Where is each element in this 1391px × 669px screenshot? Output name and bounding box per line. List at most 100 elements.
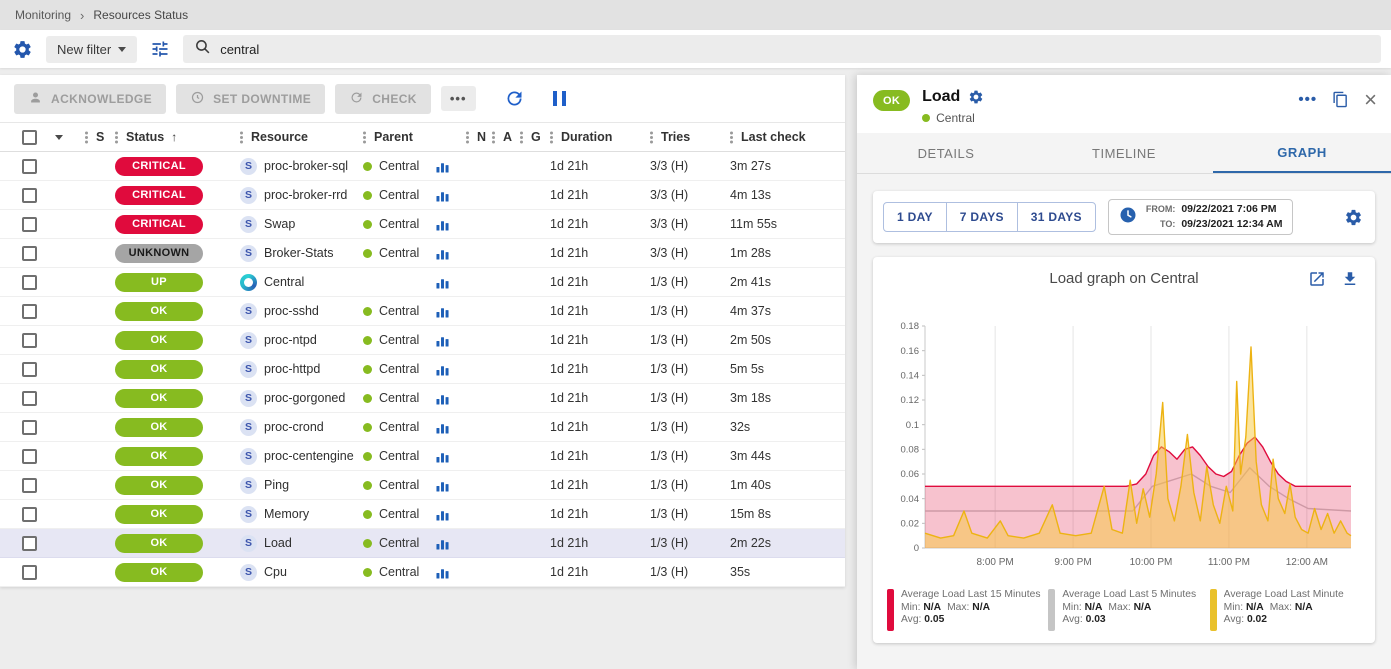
row-checkbox[interactable] — [22, 390, 37, 406]
pause-button[interactable] — [552, 91, 566, 106]
graph-icon[interactable] — [436, 218, 449, 231]
breadcrumb-resources-status[interactable]: Resources Status — [93, 8, 189, 22]
refresh-button[interactable] — [504, 88, 525, 109]
parent-name[interactable]: Central — [379, 246, 420, 260]
breadcrumb-monitoring[interactable]: Monitoring — [15, 8, 72, 22]
parent-name[interactable]: Central — [379, 478, 420, 492]
resource-name[interactable]: proc-httpd — [264, 362, 321, 376]
parent-name[interactable]: Central — [379, 565, 420, 579]
resource-name[interactable]: proc-ntpd — [264, 333, 317, 347]
parent-name[interactable]: Central — [379, 159, 420, 173]
acknowledge-button[interactable]: ACKNOWLEDGE — [14, 83, 167, 114]
column-menu-icon[interactable] — [730, 135, 733, 139]
row-checkbox[interactable] — [22, 158, 37, 174]
graph-icon[interactable] — [436, 276, 449, 289]
header-tries[interactable]: Tries — [661, 130, 691, 144]
parent-name[interactable]: Central — [379, 507, 420, 521]
settings-gear-icon[interactable] — [12, 39, 33, 60]
legend-item[interactable]: Average Load Last 5 Minutes Min: N/A Max: … — [1048, 589, 1199, 631]
set-downtime-button[interactable]: SET DOWNTIME — [176, 83, 326, 114]
parent-name[interactable]: Central — [379, 217, 420, 231]
header-notes[interactable]: N — [477, 130, 487, 144]
graph-icon[interactable] — [436, 160, 449, 173]
parent-name[interactable]: Central — [379, 391, 420, 405]
graph-icon[interactable] — [436, 334, 449, 347]
resource-name[interactable]: proc-sshd — [264, 304, 319, 318]
table-row[interactable]: OK S Cpu Central 1d 21h 1/3 (H) 35s — [0, 558, 845, 587]
resource-name[interactable]: Ping — [264, 478, 290, 492]
header-action[interactable]: A — [503, 130, 513, 144]
header-graph[interactable]: G — [531, 130, 541, 144]
column-menu-icon[interactable] — [363, 135, 366, 139]
check-button[interactable]: CHECK — [335, 83, 431, 114]
header-severity[interactable]: S — [96, 130, 105, 144]
resource-name[interactable]: proc-crond — [264, 420, 324, 434]
search-box[interactable] — [183, 35, 1381, 63]
column-menu-icon[interactable] — [240, 135, 243, 139]
time-range-7-days[interactable]: 7 DAYS — [945, 202, 1018, 232]
time-range-1-day[interactable]: 1 DAY — [883, 202, 947, 232]
graph-icon[interactable] — [436, 247, 449, 260]
close-icon[interactable]: × — [1364, 86, 1377, 112]
filter-tune-icon[interactable] — [150, 39, 170, 59]
resource-name[interactable]: Central — [264, 275, 305, 289]
parent-name[interactable]: Central — [379, 362, 420, 376]
graph-icon[interactable] — [436, 189, 449, 202]
new-filter-dropdown[interactable]: New filter — [46, 35, 138, 63]
row-checkbox[interactable] — [22, 361, 37, 377]
graph-icon[interactable] — [436, 305, 449, 318]
row-checkbox[interactable] — [22, 303, 37, 319]
load-chart[interactable]: 8:00 PM 9:00 PM 10:00 PM 11:00 PM 12:00 AM 0 0… — [887, 316, 1361, 574]
row-checkbox[interactable] — [22, 274, 37, 290]
resource-name[interactable]: Cpu — [264, 565, 287, 579]
tab-timeline[interactable]: TIMELINE — [1035, 133, 1213, 173]
parent-name[interactable]: Central — [379, 449, 420, 463]
table-row[interactable]: OK S Load Central 1d 21h 1/3 (H) 2m 22s — [0, 529, 845, 558]
resource-name[interactable]: proc-centengine — [264, 449, 354, 463]
header-last-check[interactable]: Last check — [741, 130, 806, 144]
table-row[interactable]: UNKNOWN S Broker-Stats Central 1d 21h 3/3 (H)… — [0, 239, 845, 268]
column-menu-icon[interactable] — [115, 135, 118, 139]
tab-graph[interactable]: GRAPH — [1213, 133, 1391, 173]
row-checkbox[interactable] — [22, 419, 37, 435]
row-checkbox[interactable] — [22, 216, 37, 232]
time-range-31-days[interactable]: 31 DAYS — [1016, 202, 1096, 232]
column-menu-icon[interactable] — [492, 135, 495, 139]
sort-asc-icon[interactable]: ↑ — [171, 130, 178, 144]
table-row[interactable]: OK S Memory Central 1d 21h 1/3 (H) 15m 8s — [0, 500, 845, 529]
row-checkbox[interactable] — [22, 535, 37, 551]
parent-name[interactable]: Central — [379, 188, 420, 202]
search-input[interactable] — [220, 41, 1370, 57]
graph-settings-gear-icon[interactable] — [1344, 208, 1363, 227]
parent-name[interactable]: Central — [379, 333, 420, 347]
header-status[interactable]: Status — [126, 130, 165, 144]
gear-icon[interactable] — [968, 89, 984, 105]
column-menu-icon[interactable] — [520, 135, 523, 139]
graph-icon[interactable] — [436, 363, 449, 376]
resource-name[interactable]: Broker-Stats — [264, 246, 334, 260]
row-checkbox[interactable] — [22, 506, 37, 522]
graph-icon[interactable] — [436, 537, 449, 550]
select-menu-caret-icon[interactable] — [55, 134, 63, 140]
parent-name[interactable]: Central — [379, 536, 420, 550]
column-menu-icon[interactable] — [466, 135, 469, 139]
tab-details[interactable]: DETAILS — [857, 133, 1035, 173]
open-in-new-icon[interactable] — [1308, 270, 1326, 288]
resource-name[interactable]: Memory — [264, 507, 310, 521]
graph-icon[interactable] — [436, 450, 449, 463]
row-checkbox[interactable] — [22, 245, 37, 261]
resource-name[interactable]: Swap — [264, 217, 296, 231]
more-actions-button[interactable]: ••• — [440, 86, 476, 111]
row-checkbox[interactable] — [22, 332, 37, 348]
header-duration[interactable]: Duration — [561, 130, 613, 144]
column-menu-icon[interactable] — [650, 135, 653, 139]
table-row[interactable]: UP Central 1d 21h 1/3 (H) 2m 41s — [0, 268, 845, 297]
